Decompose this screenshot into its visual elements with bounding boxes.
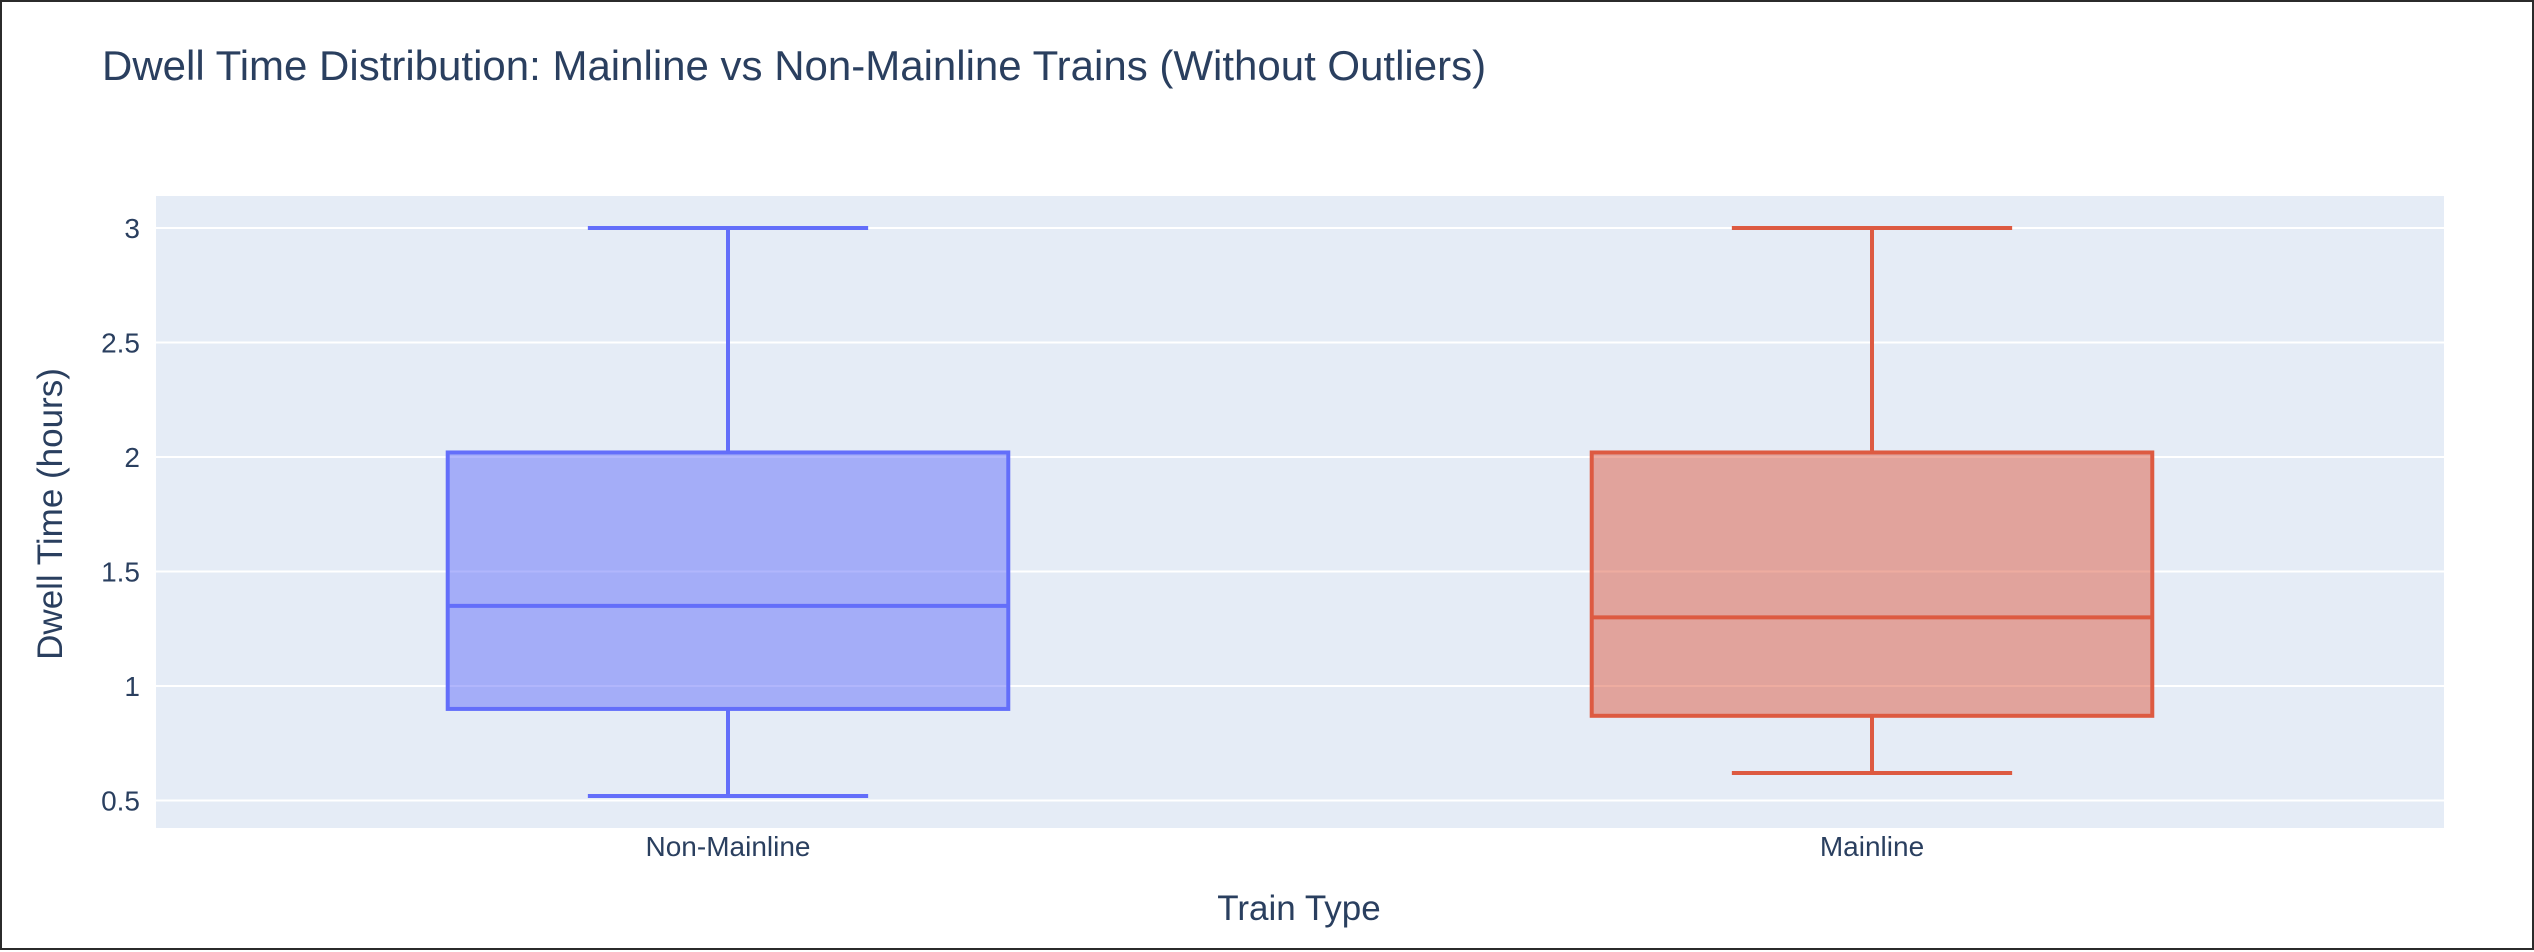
box-traces bbox=[445, 226, 2155, 798]
x-tick-label: Mainline bbox=[1820, 831, 1924, 862]
box-trace bbox=[1589, 226, 2155, 776]
x-axis-title: Train Type bbox=[1217, 889, 1380, 928]
x-tick-label: Non-Mainline bbox=[646, 831, 811, 862]
y-tick-label: 3 bbox=[124, 213, 140, 244]
y-tick-label: 0.5 bbox=[101, 786, 140, 817]
y-tick-label: 2 bbox=[124, 442, 140, 473]
x-axis-ticks: Non-Mainline Mainline bbox=[646, 831, 1925, 862]
y-tick-label: 1 bbox=[124, 671, 140, 702]
chart-title: Dwell Time Distribution: Mainline vs Non… bbox=[102, 42, 1486, 89]
y-axis-title: Dwell Time (hours) bbox=[31, 368, 70, 660]
y-tick-label: 1.5 bbox=[101, 557, 140, 588]
y-axis-ticks: 0.5 1 1.5 2 2.5 3 bbox=[101, 213, 140, 816]
iqr-box bbox=[445, 450, 1011, 711]
box-trace bbox=[445, 226, 1011, 798]
y-tick-label: 2.5 bbox=[101, 328, 140, 359]
iqr-box bbox=[1589, 450, 2155, 718]
